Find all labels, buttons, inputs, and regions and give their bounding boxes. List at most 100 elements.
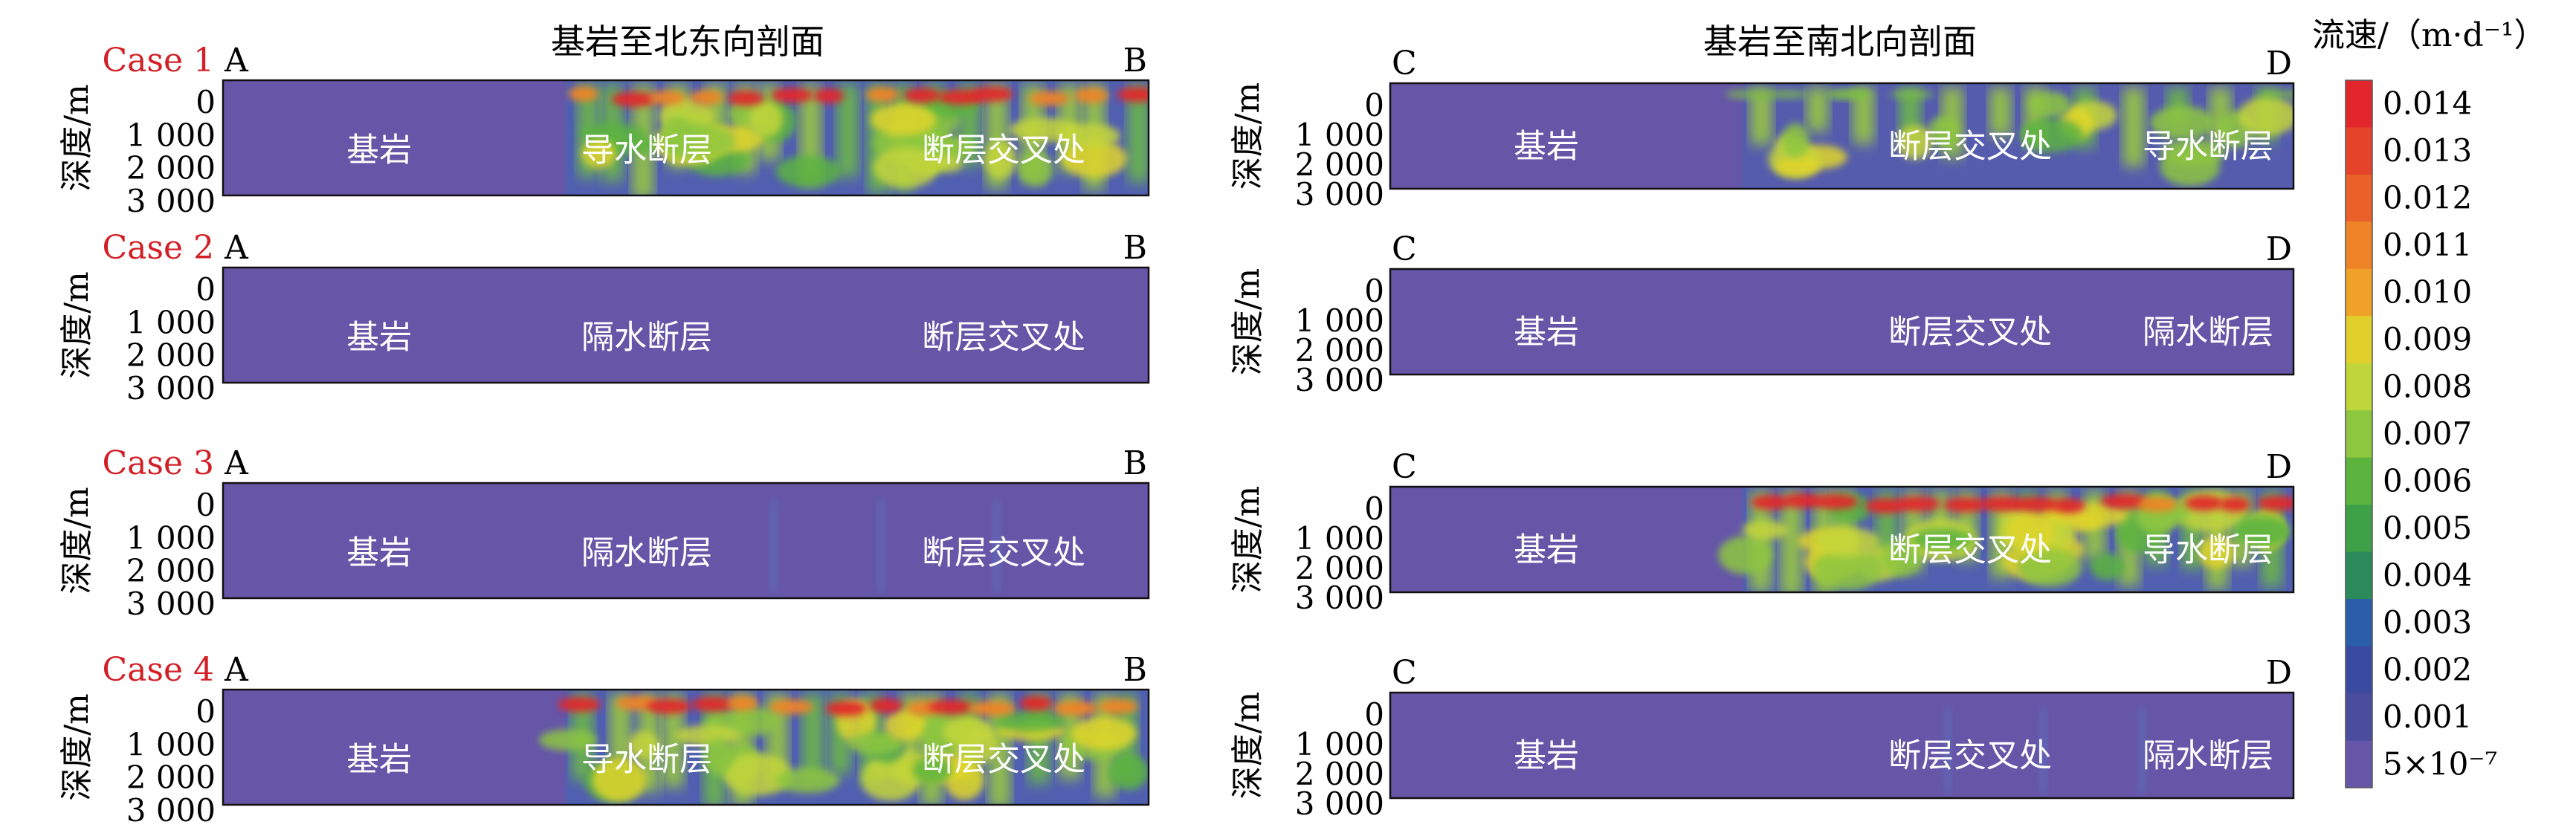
colorbar-tick-label: 0.013	[2383, 132, 2472, 169]
section-end-label: D	[2266, 654, 2292, 692]
region-label: 基岩	[346, 534, 412, 572]
section-start-label: C	[1392, 230, 1417, 268]
y-axis-label: 深度/m	[1229, 486, 1267, 594]
y-tick-label: 0	[1364, 490, 1384, 527]
y-tick-label: 0	[196, 487, 216, 523]
y-tick-label: 1 000	[1295, 302, 1384, 339]
colorbar-swatch	[2346, 646, 2372, 694]
y-axis-label: 深度/m	[1229, 268, 1267, 376]
colorbar-swatch	[2346, 174, 2372, 222]
y-tick-label: 2 000	[1295, 332, 1384, 369]
y-tick-label: 1 000	[1295, 520, 1384, 557]
section-end-label: D	[2266, 448, 2292, 486]
colorbar-swatch	[2346, 457, 2372, 505]
y-tick-label: 2 000	[126, 553, 216, 589]
colorbar-tick-label: 0.010	[2383, 274, 2472, 311]
section-end-label: B	[1123, 651, 1147, 689]
region-label: 断层交叉处	[1888, 531, 2052, 568]
bedrock-fill	[1390, 269, 2293, 375]
colorbar-tick-label: 0.011	[2383, 227, 2472, 263]
colorbar-swatch	[2346, 221, 2372, 270]
y-tick-label: 0	[1364, 696, 1384, 733]
colorbar-swatch	[2346, 693, 2372, 742]
region-label: 隔水断层	[581, 534, 712, 572]
region-label: 基岩	[1514, 127, 1579, 165]
colorbar-swatch	[2346, 363, 2372, 411]
colorbar-tick-label: 0.002	[2383, 651, 2472, 687]
y-tick-label: 1 000	[126, 519, 216, 556]
colorbar-swatch	[2346, 551, 2372, 600]
region-label: 导水断层	[2143, 531, 2273, 568]
region-label: 基岩	[1514, 531, 1579, 568]
y-tick-label: 2 000	[1295, 550, 1384, 586]
y-tick-label: 1 000	[126, 304, 216, 340]
section-end-label: B	[1123, 42, 1147, 80]
case-label: Case 4	[103, 651, 215, 689]
column-title-left: 基岩至北东向剖面	[551, 22, 824, 62]
y-tick-label: 0	[196, 84, 216, 120]
y-tick-label: 3 000	[126, 183, 216, 219]
colorbar-tick-label: 0.014	[2383, 85, 2472, 122]
colorbar-tick-label: 0.005	[2383, 510, 2472, 546]
region-label: 断层交叉处	[922, 319, 1085, 357]
section-start-label: C	[1392, 448, 1417, 486]
region-label: 导水断层	[581, 741, 712, 779]
region-label: 隔水断层	[581, 319, 712, 357]
section-start-label: A	[224, 42, 249, 80]
colorbar-swatch	[2346, 316, 2372, 364]
region-label: 基岩	[346, 319, 412, 357]
y-tick-label: 3 000	[126, 586, 216, 622]
case-label: Case 2	[103, 229, 215, 267]
y-tick-label: 1 000	[1295, 726, 1384, 762]
bedrock-fill	[223, 268, 1149, 383]
y-tick-label: 2 000	[126, 759, 216, 796]
y-tick-label: 2 000	[126, 337, 216, 374]
y-axis-label: 深度/m	[1229, 692, 1267, 800]
y-tick-label: 3 000	[1295, 176, 1384, 213]
region-label: 断层交叉处	[1888, 736, 2052, 774]
y-axis-label: 深度/m	[58, 271, 96, 379]
section-start-label: C	[1392, 654, 1417, 692]
colorbar-swatch	[2346, 80, 2372, 128]
colorbar-tick-label: 0.007	[2383, 415, 2472, 452]
colorbar-tick-label: 0.012	[2383, 180, 2472, 216]
region-label: 隔水断层	[2143, 313, 2273, 351]
region-label: 断层交叉处	[922, 534, 1085, 572]
y-axis-label: 深度/m	[58, 487, 96, 594]
y-tick-label: 2 000	[126, 150, 216, 187]
colorbar: 流速/（m·d⁻¹） 0.014 0.013 0.012 0.011 0.010 0.009…	[2312, 16, 2547, 788]
region-label: 断层交叉处	[922, 132, 1085, 169]
region-label: 导水断层	[2143, 127, 2273, 165]
y-tick-label: 1 000	[126, 117, 216, 153]
region-label: 断层交叉处	[1888, 127, 2052, 165]
y-tick-label: 3 000	[1295, 785, 1384, 822]
column-title-right: 基岩至南北向剖面	[1703, 22, 1977, 62]
y-tick-label: 3 000	[1295, 362, 1384, 398]
section-start-label: A	[224, 651, 249, 689]
colorbar-tick-label: 0.001	[2383, 699, 2472, 735]
y-tick-label: 3 000	[1295, 580, 1384, 616]
section-start-label: A	[224, 444, 249, 482]
colorbar-swatch	[2346, 410, 2372, 458]
y-tick-label: 2 000	[1295, 756, 1384, 792]
colorbar-tick-label: 0.004	[2383, 557, 2472, 593]
y-axis-label: 深度/m	[1229, 82, 1267, 190]
colorbar-swatch	[2346, 599, 2372, 647]
region-label: 基岩	[346, 132, 412, 169]
case-label: Case 3	[103, 444, 215, 482]
y-tick-label: 0	[1364, 273, 1384, 309]
section-end-label: B	[1123, 444, 1147, 482]
region-label: 基岩	[346, 741, 412, 779]
section-end-label: D	[2266, 45, 2292, 82]
colorbar-tick-label: 0.009	[2383, 321, 2472, 357]
y-tick-label: 0	[196, 271, 216, 308]
